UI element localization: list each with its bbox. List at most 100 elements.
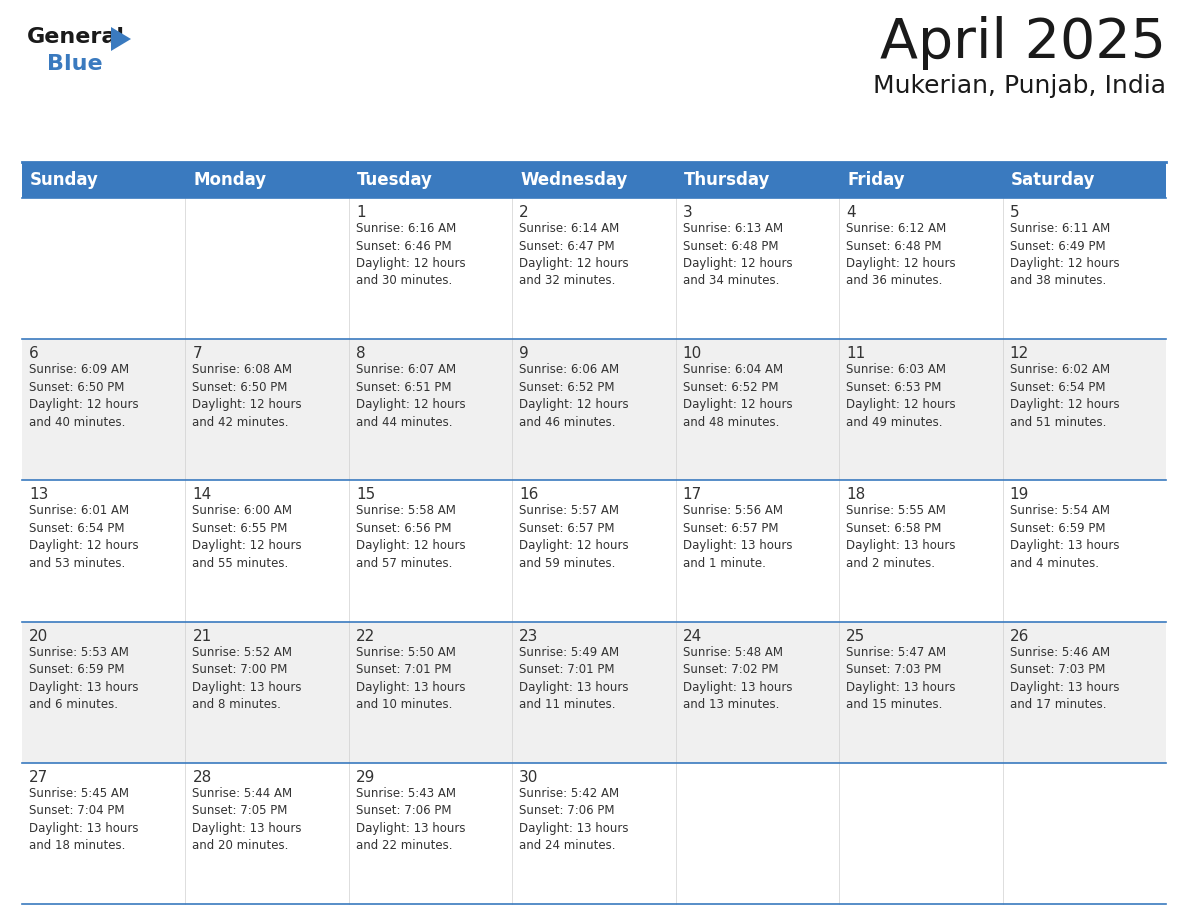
Text: 5: 5 <box>1010 205 1019 220</box>
Bar <box>349 198 512 339</box>
Text: 30: 30 <box>519 770 538 785</box>
Bar <box>1003 480 1165 621</box>
Text: Sunrise: 6:08 AM
Sunset: 6:50 PM
Daylight: 12 hours
and 42 minutes.: Sunrise: 6:08 AM Sunset: 6:50 PM Dayligh… <box>192 364 302 429</box>
Text: 10: 10 <box>683 346 702 361</box>
Bar <box>23 198 185 339</box>
Text: Sunrise: 5:58 AM
Sunset: 6:56 PM
Daylight: 12 hours
and 57 minutes.: Sunrise: 5:58 AM Sunset: 6:56 PM Dayligh… <box>356 504 466 570</box>
Bar <box>676 198 839 339</box>
Text: April 2025: April 2025 <box>880 16 1165 70</box>
Text: Sunrise: 5:48 AM
Sunset: 7:02 PM
Daylight: 13 hours
and 13 minutes.: Sunrise: 5:48 AM Sunset: 7:02 PM Dayligh… <box>683 645 792 711</box>
Bar <box>839 480 1003 621</box>
Bar <box>185 763 349 904</box>
Text: 9: 9 <box>519 346 529 361</box>
Bar <box>839 162 1003 198</box>
Text: General: General <box>27 27 125 47</box>
Bar <box>512 480 676 621</box>
Text: Sunrise: 6:01 AM
Sunset: 6:54 PM
Daylight: 12 hours
and 53 minutes.: Sunrise: 6:01 AM Sunset: 6:54 PM Dayligh… <box>29 504 139 570</box>
Text: Sunrise: 5:42 AM
Sunset: 7:06 PM
Daylight: 13 hours
and 24 minutes.: Sunrise: 5:42 AM Sunset: 7:06 PM Dayligh… <box>519 787 628 852</box>
Bar <box>349 763 512 904</box>
Bar <box>349 621 512 763</box>
Bar <box>349 339 512 480</box>
Text: 3: 3 <box>683 205 693 220</box>
Text: 19: 19 <box>1010 487 1029 502</box>
Text: 12: 12 <box>1010 346 1029 361</box>
Bar <box>1003 198 1165 339</box>
Bar <box>1003 162 1165 198</box>
Text: 4: 4 <box>846 205 855 220</box>
Text: 11: 11 <box>846 346 865 361</box>
Text: Sunrise: 5:54 AM
Sunset: 6:59 PM
Daylight: 13 hours
and 4 minutes.: Sunrise: 5:54 AM Sunset: 6:59 PM Dayligh… <box>1010 504 1119 570</box>
Bar <box>23 763 185 904</box>
Text: 2: 2 <box>519 205 529 220</box>
Text: Sunrise: 6:00 AM
Sunset: 6:55 PM
Daylight: 12 hours
and 55 minutes.: Sunrise: 6:00 AM Sunset: 6:55 PM Dayligh… <box>192 504 302 570</box>
Text: 29: 29 <box>356 770 375 785</box>
Text: Sunrise: 5:45 AM
Sunset: 7:04 PM
Daylight: 13 hours
and 18 minutes.: Sunrise: 5:45 AM Sunset: 7:04 PM Dayligh… <box>29 787 139 852</box>
Polygon shape <box>110 27 131 51</box>
Text: Sunrise: 6:09 AM
Sunset: 6:50 PM
Daylight: 12 hours
and 40 minutes.: Sunrise: 6:09 AM Sunset: 6:50 PM Dayligh… <box>29 364 139 429</box>
Text: Sunrise: 6:16 AM
Sunset: 6:46 PM
Daylight: 12 hours
and 30 minutes.: Sunrise: 6:16 AM Sunset: 6:46 PM Dayligh… <box>356 222 466 287</box>
Text: Thursday: Thursday <box>684 171 770 189</box>
Text: Sunrise: 6:12 AM
Sunset: 6:48 PM
Daylight: 12 hours
and 36 minutes.: Sunrise: 6:12 AM Sunset: 6:48 PM Dayligh… <box>846 222 956 287</box>
Text: Friday: Friday <box>847 171 905 189</box>
Bar <box>839 198 1003 339</box>
Text: 23: 23 <box>519 629 538 644</box>
Text: 20: 20 <box>29 629 49 644</box>
Text: 27: 27 <box>29 770 49 785</box>
Bar <box>349 480 512 621</box>
Text: Sunday: Sunday <box>30 171 99 189</box>
Bar <box>839 339 1003 480</box>
Text: Tuesday: Tuesday <box>356 171 432 189</box>
Text: Sunrise: 5:47 AM
Sunset: 7:03 PM
Daylight: 13 hours
and 15 minutes.: Sunrise: 5:47 AM Sunset: 7:03 PM Dayligh… <box>846 645 955 711</box>
Text: Sunrise: 6:11 AM
Sunset: 6:49 PM
Daylight: 12 hours
and 38 minutes.: Sunrise: 6:11 AM Sunset: 6:49 PM Dayligh… <box>1010 222 1119 287</box>
Text: 13: 13 <box>29 487 49 502</box>
Bar <box>185 162 349 198</box>
Text: 16: 16 <box>519 487 538 502</box>
Text: 25: 25 <box>846 629 865 644</box>
Text: 22: 22 <box>356 629 375 644</box>
Bar <box>1003 339 1165 480</box>
Bar <box>1003 621 1165 763</box>
Bar <box>512 198 676 339</box>
Bar <box>839 621 1003 763</box>
Text: Sunrise: 5:57 AM
Sunset: 6:57 PM
Daylight: 12 hours
and 59 minutes.: Sunrise: 5:57 AM Sunset: 6:57 PM Dayligh… <box>519 504 628 570</box>
Text: Sunrise: 5:46 AM
Sunset: 7:03 PM
Daylight: 13 hours
and 17 minutes.: Sunrise: 5:46 AM Sunset: 7:03 PM Dayligh… <box>1010 645 1119 711</box>
Text: 14: 14 <box>192 487 211 502</box>
Text: Wednesday: Wednesday <box>520 171 627 189</box>
Text: Monday: Monday <box>194 171 266 189</box>
Text: Saturday: Saturday <box>1011 171 1095 189</box>
Text: 6: 6 <box>29 346 39 361</box>
Text: 21: 21 <box>192 629 211 644</box>
Bar <box>676 480 839 621</box>
Text: 1: 1 <box>356 205 366 220</box>
Text: Sunrise: 6:13 AM
Sunset: 6:48 PM
Daylight: 12 hours
and 34 minutes.: Sunrise: 6:13 AM Sunset: 6:48 PM Dayligh… <box>683 222 792 287</box>
Bar <box>185 198 349 339</box>
Bar <box>512 162 676 198</box>
Bar <box>676 162 839 198</box>
Bar <box>512 621 676 763</box>
Text: Sunrise: 6:07 AM
Sunset: 6:51 PM
Daylight: 12 hours
and 44 minutes.: Sunrise: 6:07 AM Sunset: 6:51 PM Dayligh… <box>356 364 466 429</box>
Bar <box>23 339 185 480</box>
Bar <box>349 162 512 198</box>
Bar <box>23 162 185 198</box>
Bar <box>512 763 676 904</box>
Bar <box>23 480 185 621</box>
Text: Sunrise: 6:02 AM
Sunset: 6:54 PM
Daylight: 12 hours
and 51 minutes.: Sunrise: 6:02 AM Sunset: 6:54 PM Dayligh… <box>1010 364 1119 429</box>
Bar <box>512 339 676 480</box>
Bar <box>839 763 1003 904</box>
Text: Sunrise: 5:50 AM
Sunset: 7:01 PM
Daylight: 13 hours
and 10 minutes.: Sunrise: 5:50 AM Sunset: 7:01 PM Dayligh… <box>356 645 466 711</box>
Text: Mukerian, Punjab, India: Mukerian, Punjab, India <box>873 74 1165 98</box>
Text: Sunrise: 5:43 AM
Sunset: 7:06 PM
Daylight: 13 hours
and 22 minutes.: Sunrise: 5:43 AM Sunset: 7:06 PM Dayligh… <box>356 787 466 852</box>
Text: Sunrise: 6:06 AM
Sunset: 6:52 PM
Daylight: 12 hours
and 46 minutes.: Sunrise: 6:06 AM Sunset: 6:52 PM Dayligh… <box>519 364 628 429</box>
Text: 28: 28 <box>192 770 211 785</box>
Bar <box>676 621 839 763</box>
Text: 8: 8 <box>356 346 366 361</box>
Bar <box>185 621 349 763</box>
Text: Sunrise: 5:56 AM
Sunset: 6:57 PM
Daylight: 13 hours
and 1 minute.: Sunrise: 5:56 AM Sunset: 6:57 PM Dayligh… <box>683 504 792 570</box>
Bar <box>185 480 349 621</box>
Text: 17: 17 <box>683 487 702 502</box>
Text: 7: 7 <box>192 346 202 361</box>
Text: 18: 18 <box>846 487 865 502</box>
Bar <box>676 339 839 480</box>
Text: 24: 24 <box>683 629 702 644</box>
Text: Sunrise: 6:03 AM
Sunset: 6:53 PM
Daylight: 12 hours
and 49 minutes.: Sunrise: 6:03 AM Sunset: 6:53 PM Dayligh… <box>846 364 956 429</box>
